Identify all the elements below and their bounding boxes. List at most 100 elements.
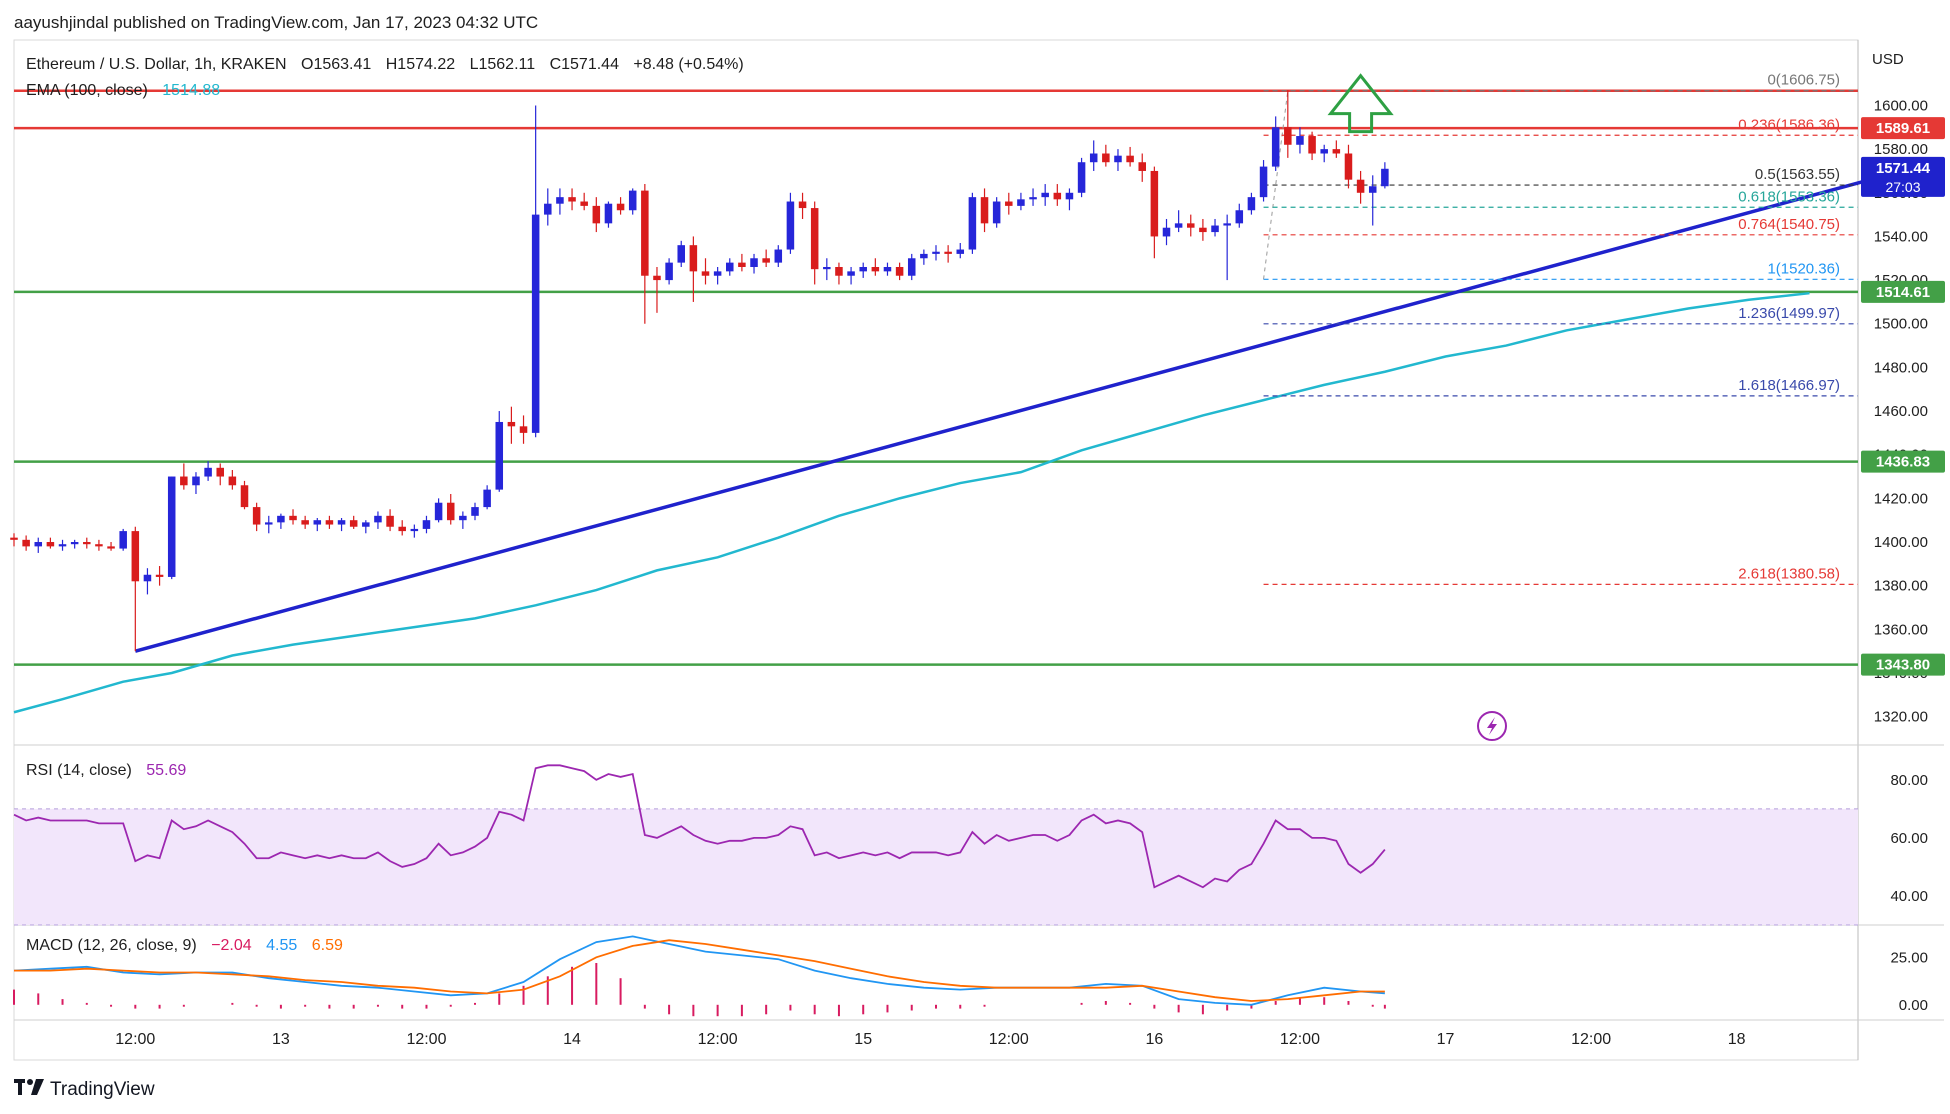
candle-up — [495, 421, 504, 490]
ohlc-change: +8.48 (+0.54%) — [633, 56, 743, 73]
lightning-icon[interactable] — [1477, 711, 1507, 741]
candle-up — [1235, 210, 1244, 224]
candle-up — [956, 249, 965, 254]
ema-line — [13, 291, 1810, 714]
candle-down — [641, 190, 649, 276]
rsi-legend: RSI (14, close) 55.69 — [26, 762, 186, 779]
time-axis-tick-label: 12:00 — [1571, 1031, 1611, 1048]
candle-up — [1162, 227, 1171, 237]
candle-up — [143, 574, 152, 582]
candle-up — [1174, 223, 1183, 228]
candle-down — [1344, 153, 1353, 180]
candle-up — [665, 262, 673, 281]
candle-down — [155, 574, 164, 577]
tradingview-logo: TradingView — [14, 1079, 155, 1100]
candle-up — [410, 528, 419, 532]
macd-legend-signal: 6.59 — [312, 937, 343, 954]
candle-up — [34, 542, 43, 547]
published-text: aayushjindal published on TradingView.co… — [14, 13, 538, 32]
time-axis-tick-label: 18 — [1728, 1031, 1746, 1048]
macd-legend-text: MACD (12, 26, close, 9) −2.04 4.55 6.59 — [26, 937, 343, 954]
candle-up — [1247, 197, 1256, 211]
ohlc-close: C1571.44 — [550, 56, 619, 73]
rsi-legend-label: RSI (14, close) — [26, 762, 132, 779]
candle-up — [1211, 225, 1219, 233]
candle-up — [968, 197, 977, 250]
price-axis-tick-label: 1500.00 — [1874, 316, 1928, 333]
up-arrow-icon — [1327, 73, 1394, 134]
candle-down — [1053, 192, 1062, 200]
candle-up — [859, 266, 867, 272]
candle-up — [167, 476, 176, 577]
fib-level-label: 0.236(1586.36) — [1738, 116, 1840, 133]
candle-up — [823, 266, 831, 270]
price-badge-bg — [1861, 450, 1945, 473]
price-badge-label: 1343.80 — [1876, 657, 1930, 674]
price-badge-label: 1514.61 — [1876, 284, 1930, 301]
candle-down — [1138, 162, 1146, 171]
candle-up — [1271, 127, 1280, 167]
candle-up — [992, 201, 1001, 224]
candle-up — [531, 214, 540, 433]
candle-down — [810, 208, 819, 270]
fib-level-label: 0(1606.75) — [1767, 72, 1840, 89]
candle-down — [95, 544, 103, 547]
macd-pane: 0.00 25.00 — [13, 935, 1928, 1017]
fib-level-label: 1(1520.36) — [1767, 260, 1840, 277]
candle-up — [459, 515, 467, 521]
candle-up — [119, 531, 127, 549]
candle-up — [847, 271, 855, 276]
ema-legend-label: EMA (100, close) — [26, 82, 148, 99]
candle-down — [592, 205, 601, 224]
candle-up — [1114, 155, 1122, 163]
candle-down — [107, 546, 115, 549]
time-axis-tick-label: 12:00 — [115, 1031, 155, 1048]
price-axis-tick-label: 1580.00 — [1874, 141, 1928, 158]
candle-down — [616, 203, 625, 211]
symbol-pair-text: Ethereum / U.S. Dollar, 1h, KRAKEN — [26, 56, 287, 73]
candle-down — [1150, 170, 1159, 237]
macd-legend-hist: −2.04 — [211, 937, 252, 954]
time-axis-tick-label: 15 — [854, 1031, 872, 1048]
candle-down — [653, 275, 661, 281]
time-axis-tick-label: 14 — [563, 1031, 581, 1048]
time-axis-tick-label: 16 — [1145, 1031, 1163, 1048]
candle-up — [374, 515, 382, 523]
price-badge-label: 1571.44 — [1876, 160, 1931, 177]
candle-up — [907, 258, 916, 276]
candle-up — [1029, 197, 1037, 200]
rsi-axis-tick-label: 80.00 — [1890, 772, 1928, 789]
price-badge-label: 1589.61 — [1876, 120, 1930, 137]
candle-down — [1332, 149, 1341, 154]
candle-up — [713, 271, 722, 276]
price-axis-tick-label: 1320.00 — [1874, 709, 1928, 726]
candle-down — [871, 266, 880, 272]
candle-down — [835, 266, 843, 276]
time-axis-tick-label: 12:00 — [406, 1031, 446, 1048]
price-axis-tick-label: 1540.00 — [1874, 228, 1928, 245]
candle-down — [1199, 227, 1207, 233]
candle-down — [689, 245, 698, 272]
candle-down — [216, 467, 224, 477]
candle-up — [920, 253, 928, 259]
rsi-pane: 40.00 60.00 80.00 — [13, 764, 1928, 926]
price-axis-tick-label: 1420.00 — [1874, 490, 1928, 507]
candle-up — [277, 515, 285, 523]
candle-up — [471, 507, 479, 516]
candle-down — [568, 197, 576, 202]
rsi-line — [13, 764, 1386, 889]
candle-down — [446, 502, 455, 521]
price-badge-bg — [1861, 280, 1945, 303]
time-axis: 12:00 13 12:00 14 12:00 15 12:00 16 12:00 17 12:00… — [115, 1031, 1745, 1048]
fib-level-label: 0.618(1553.36) — [1738, 188, 1840, 205]
candle-down — [980, 197, 989, 224]
candle-down — [895, 266, 904, 276]
candle-down — [46, 542, 55, 547]
candle-up — [1296, 136, 1304, 145]
candle-down — [1187, 223, 1195, 228]
time-axis-tick-label: 12:00 — [698, 1031, 738, 1048]
candle-down — [22, 539, 30, 547]
candle-up — [337, 520, 346, 525]
